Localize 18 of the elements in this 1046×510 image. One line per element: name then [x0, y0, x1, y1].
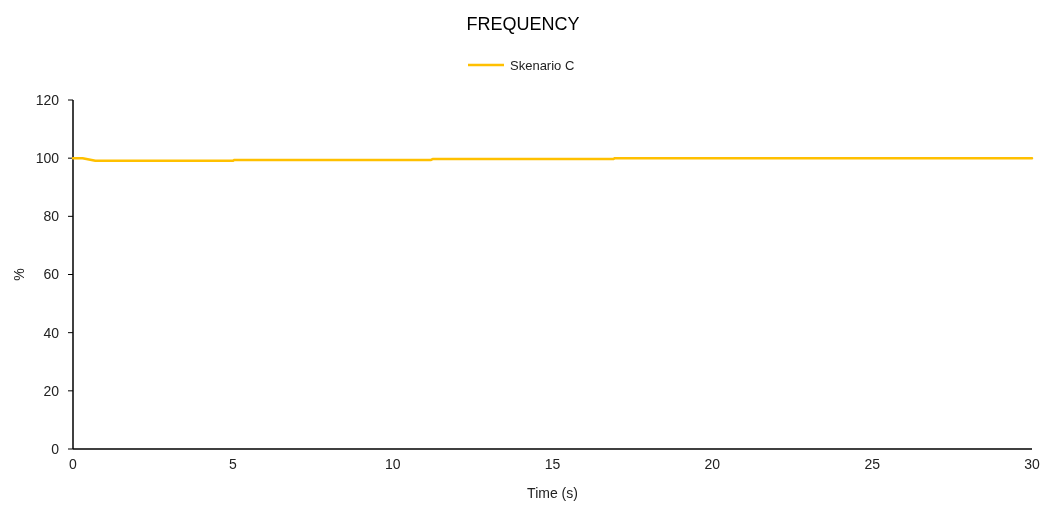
x-tick-label: 5 — [228, 456, 237, 472]
x-axis-title: Time (s) — [527, 485, 578, 501]
y-tick-label: 0 — [51, 440, 60, 457]
x-tick-label: 15 — [544, 456, 561, 472]
x-tick-label: 25 — [864, 456, 881, 472]
chart-title: FREQUENCY — [466, 14, 580, 34]
x-tick-label: 0 — [69, 456, 78, 472]
y-tick-label: 100 — [35, 150, 60, 167]
x-tick-label: 10 — [384, 456, 401, 472]
y-tick-label: 20 — [43, 382, 60, 399]
y-tick-label: 120 — [35, 91, 60, 108]
y-tick-label: 60 — [43, 266, 60, 283]
y-tick-label: 40 — [43, 324, 60, 341]
x-tick-label: 30 — [1024, 456, 1040, 472]
x-tick-label: 20 — [704, 456, 721, 472]
y-tick-label: 80 — [43, 208, 60, 225]
y-axis-title: % — [11, 268, 27, 281]
legend-label: Skenario C — [510, 57, 575, 73]
